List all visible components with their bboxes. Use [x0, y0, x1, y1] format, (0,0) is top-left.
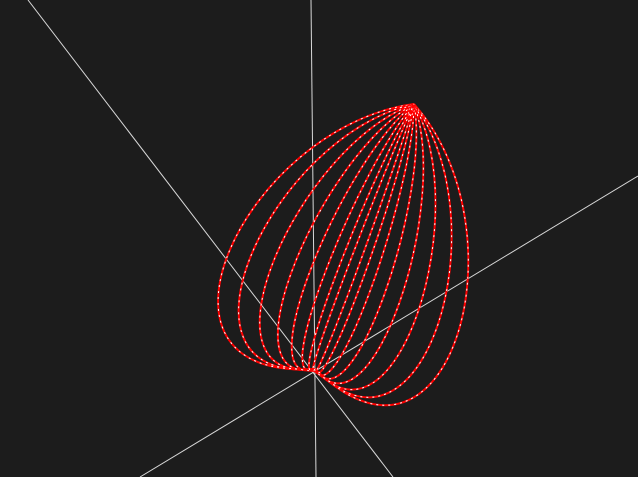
- loop-curve-7-left-dashes: [314, 103, 415, 374]
- axis-x-line: [27, 0, 394, 477]
- loop-curve-4-left-dashes: [314, 103, 424, 384]
- loop-curve-8-right-dashes: [312, 103, 415, 372]
- loop-curve-4-right: [276, 103, 415, 372]
- loop-curve-1-right: [217, 103, 415, 371]
- loop-curve-8-left: [313, 103, 415, 373]
- loop-curve-2-left: [314, 103, 453, 399]
- loop-curve-3-right: [258, 103, 415, 371]
- loop-curves-group: [217, 103, 470, 407]
- loop-curve-7-right-dashes: [308, 103, 415, 372]
- loop-curve-2-right: [237, 103, 415, 371]
- loop-curve-3-right-dashes: [259, 103, 415, 371]
- axes-group: [27, 0, 638, 477]
- loop-curve-8-right: [311, 103, 415, 372]
- loop-curve-8-left-dashes: [314, 103, 415, 373]
- loop-curve-6-left-dashes: [314, 103, 415, 376]
- loop-curve-6-left: [314, 103, 416, 377]
- loop-curve-5-left: [314, 103, 418, 380]
- loop-curve-6-right-dashes: [301, 103, 415, 372]
- axis-y-line: [139, 175, 638, 477]
- axis-z-line: [310, 0, 317, 477]
- loop-curve-1-left: [314, 103, 470, 407]
- loop-curve-7-left: [314, 103, 415, 374]
- loop-curve-5-right: [290, 103, 415, 372]
- loop-curve-4-right-dashes: [277, 103, 415, 371]
- loop-curve-3-left-dashes: [314, 103, 436, 390]
